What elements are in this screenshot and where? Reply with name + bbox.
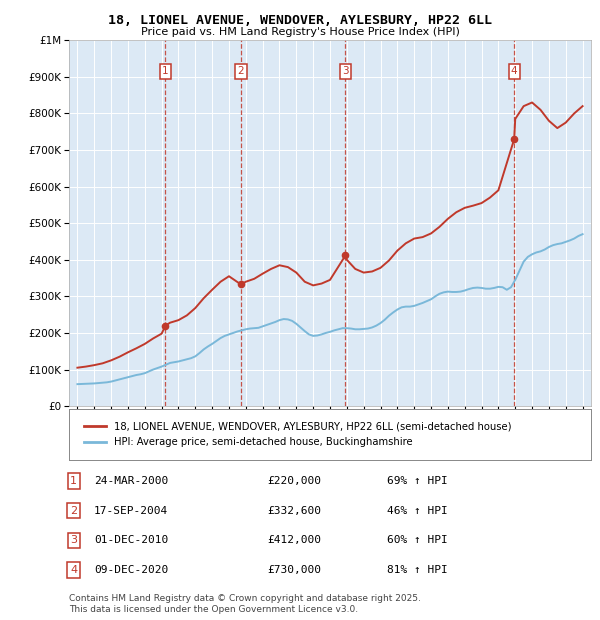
Text: 18, LIONEL AVENUE, WENDOVER, AYLESBURY, HP22 6LL: 18, LIONEL AVENUE, WENDOVER, AYLESBURY, … bbox=[108, 14, 492, 27]
Text: 60% ↑ HPI: 60% ↑ HPI bbox=[387, 535, 448, 546]
Text: Price paid vs. HM Land Registry's House Price Index (HPI): Price paid vs. HM Land Registry's House … bbox=[140, 27, 460, 37]
Text: 17-SEP-2004: 17-SEP-2004 bbox=[94, 505, 169, 516]
Text: Contains HM Land Registry data © Crown copyright and database right 2025.
This d: Contains HM Land Registry data © Crown c… bbox=[69, 595, 421, 614]
Text: £220,000: £220,000 bbox=[267, 476, 321, 486]
Text: 09-DEC-2020: 09-DEC-2020 bbox=[94, 565, 169, 575]
Text: 24-MAR-2000: 24-MAR-2000 bbox=[94, 476, 169, 486]
Text: 2: 2 bbox=[238, 66, 244, 76]
Text: £730,000: £730,000 bbox=[267, 565, 321, 575]
Text: 1: 1 bbox=[162, 66, 169, 76]
Text: 01-DEC-2010: 01-DEC-2010 bbox=[94, 535, 169, 546]
Text: 81% ↑ HPI: 81% ↑ HPI bbox=[387, 565, 448, 575]
Text: 4: 4 bbox=[511, 66, 518, 76]
Text: 69% ↑ HPI: 69% ↑ HPI bbox=[387, 476, 448, 486]
Text: 3: 3 bbox=[70, 535, 77, 546]
Legend: 18, LIONEL AVENUE, WENDOVER, AYLESBURY, HP22 6LL (semi-detached house), HPI: Ave: 18, LIONEL AVENUE, WENDOVER, AYLESBURY, … bbox=[79, 417, 517, 453]
Text: 2: 2 bbox=[70, 505, 77, 516]
Text: £332,600: £332,600 bbox=[267, 505, 321, 516]
Text: 4: 4 bbox=[70, 565, 77, 575]
Text: 3: 3 bbox=[342, 66, 349, 76]
Text: 1: 1 bbox=[70, 476, 77, 486]
Text: £412,000: £412,000 bbox=[267, 535, 321, 546]
Text: 46% ↑ HPI: 46% ↑ HPI bbox=[387, 505, 448, 516]
